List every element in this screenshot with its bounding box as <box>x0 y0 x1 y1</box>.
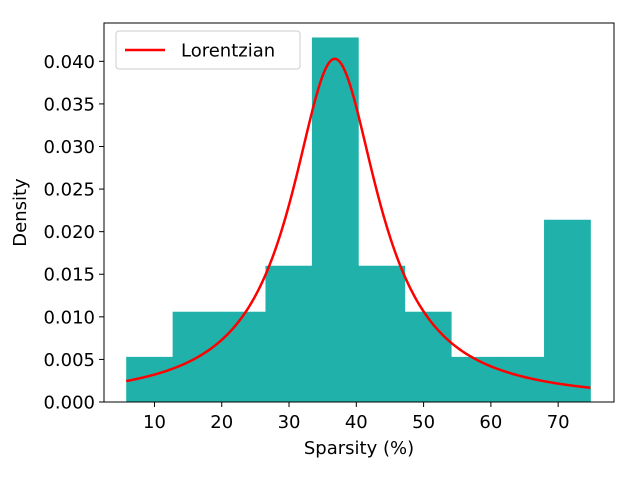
lorentzian-curve-layer <box>125 57 591 390</box>
legend-label-lorentzian: Lorentzian <box>181 41 275 62</box>
histogram-bar <box>451 356 499 402</box>
y-tick-label: 0.015 <box>43 265 95 286</box>
y-tick-label: 0.005 <box>43 350 95 371</box>
y-tick-label: 0.020 <box>43 222 95 243</box>
x-tick-label: 60 <box>479 412 502 433</box>
y-tick-label: 0.035 <box>43 94 95 115</box>
x-tick-label: 40 <box>345 412 368 433</box>
histogram-bar <box>358 265 406 402</box>
legend: Lorentzian <box>115 30 301 70</box>
y-tick-label: 0.025 <box>43 180 95 201</box>
x-tick-label: 50 <box>412 412 435 433</box>
x-axis-ticks: 10 20 30 40 50 60 70 <box>143 402 570 433</box>
x-tick-label: 10 <box>143 412 166 433</box>
histogram-bar <box>544 219 591 402</box>
y-tick-label: 0.040 <box>43 52 95 73</box>
histogram-bar <box>265 265 313 402</box>
y-tick-label: 0.000 <box>43 393 95 414</box>
y-axis-ticks: 0.000 0.005 0.010 0.015 0.020 0.025 0.030 0.035… <box>43 52 104 414</box>
x-tick-label: 20 <box>210 412 233 433</box>
legend-box <box>115 30 301 70</box>
lorentzian-line <box>125 57 591 390</box>
histogram-bar <box>219 311 266 402</box>
y-axis-label: Density <box>10 178 31 247</box>
x-tick-label: 30 <box>278 412 301 433</box>
x-axis-label: Sparsity (%) <box>304 438 414 459</box>
histogram-bar <box>311 37 359 403</box>
y-tick-label: 0.010 <box>43 307 95 328</box>
histogram-bar <box>404 311 452 402</box>
histogram-bars <box>126 37 591 403</box>
x-tick-label: 70 <box>547 412 570 433</box>
y-tick-label: 0.030 <box>43 137 95 158</box>
axes-frame <box>103 22 615 403</box>
